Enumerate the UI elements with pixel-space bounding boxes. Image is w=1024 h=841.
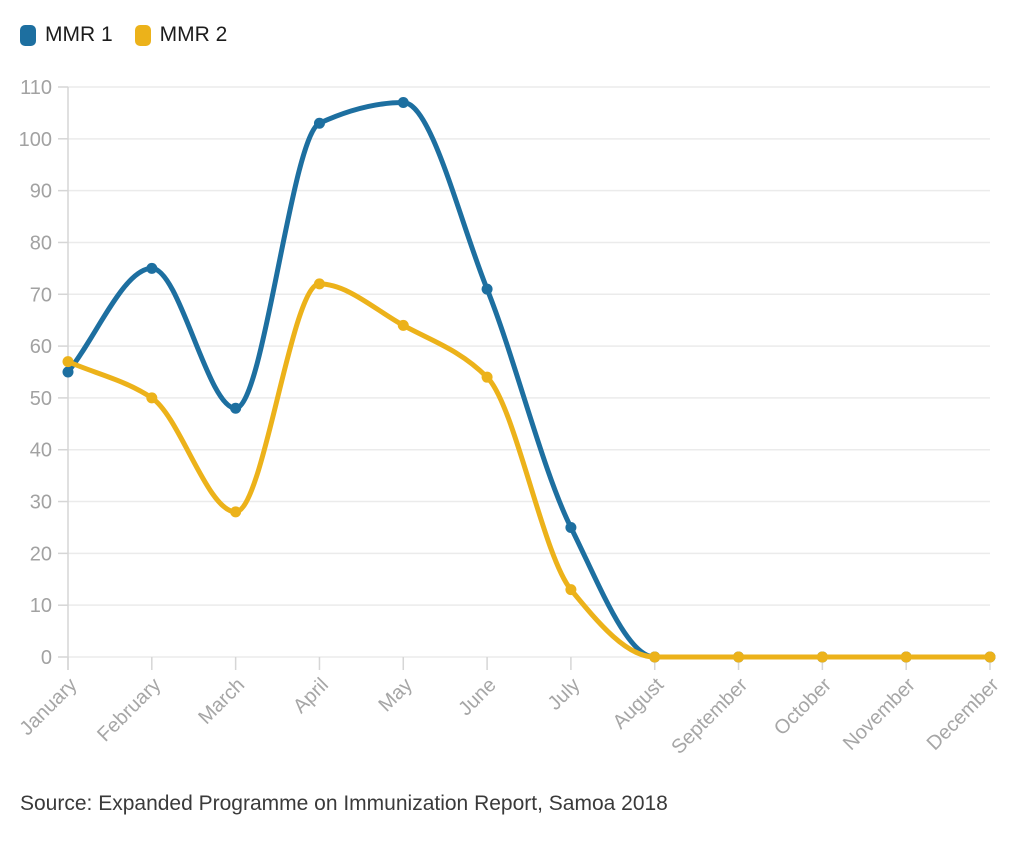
x-axis-label: August	[609, 674, 669, 734]
data-point-mmr-2	[984, 651, 996, 663]
y-axis-label: 20	[30, 543, 52, 565]
legend-label-mmr-1: MMR 1	[45, 23, 113, 46]
legend: MMR 1 MMR 2	[20, 24, 227, 46]
x-axis-label: February	[93, 674, 165, 746]
y-axis-label: 90	[30, 181, 52, 203]
x-axis-label: June	[454, 674, 500, 720]
data-point-mmr-2	[230, 506, 242, 518]
legend-item-mmr-1: MMR 1	[20, 24, 113, 46]
y-axis-label: 80	[30, 232, 52, 254]
data-point-mmr-2	[313, 278, 325, 290]
data-point-mmr-2	[649, 651, 661, 663]
x-axis-label: April	[289, 674, 333, 718]
y-axis-label: 100	[19, 129, 52, 151]
x-axis-label: September	[667, 674, 752, 759]
data-point-mmr-2	[900, 651, 912, 663]
data-point-mmr-1	[146, 262, 158, 274]
data-point-mmr-2	[733, 651, 745, 663]
x-axis-label: July	[544, 674, 585, 715]
data-point-mmr-2	[146, 392, 158, 404]
data-point-mmr-1	[230, 402, 242, 414]
y-axis-label: 60	[30, 336, 52, 358]
data-point-mmr-2	[816, 651, 828, 663]
y-axis-label: 110	[20, 77, 52, 99]
x-axis-label: December	[923, 674, 1004, 755]
line-chart-svg: 0 10 20 30 40 50 60 70 80 90 100 110 January February…	[16, 77, 1004, 759]
x-axis-label: January	[16, 674, 82, 740]
y-axis-label: 50	[30, 388, 52, 410]
series-line-mmr-2	[65, 281, 993, 660]
legend-swatch-mmr-2	[134, 24, 151, 46]
legend-swatch-mmr-1	[20, 24, 36, 46]
x-axis-label: November	[839, 674, 920, 755]
y-axis-label: 30	[30, 492, 52, 514]
x-axis-label: March	[194, 674, 249, 729]
data-point-mmr-2	[481, 371, 493, 383]
data-point-mmr-2	[565, 584, 577, 596]
data-point-mmr-1	[397, 97, 409, 109]
data-point-mmr-1	[565, 521, 577, 533]
data-point-mmr-1	[313, 117, 325, 129]
y-axis-label: 70	[30, 284, 52, 306]
series-line-mmr-1	[65, 100, 993, 660]
data-point-mmr-2	[62, 356, 74, 368]
data-point-mmr-1	[62, 366, 74, 378]
source-note: Source: Expanded Programme on Immunizati…	[20, 792, 668, 815]
x-axis-label: October	[770, 674, 836, 740]
legend-label-mmr-2: MMR 2	[159, 23, 228, 46]
y-axis-label: 10	[30, 595, 52, 617]
data-point-mmr-1	[481, 283, 493, 295]
legend-item-mmr-2: MMR 2	[134, 23, 228, 46]
y-axis-label: 40	[30, 440, 52, 462]
x-axis-label: May	[375, 674, 417, 716]
data-point-mmr-2	[397, 319, 409, 331]
y-axis-label: 0	[41, 647, 52, 669]
